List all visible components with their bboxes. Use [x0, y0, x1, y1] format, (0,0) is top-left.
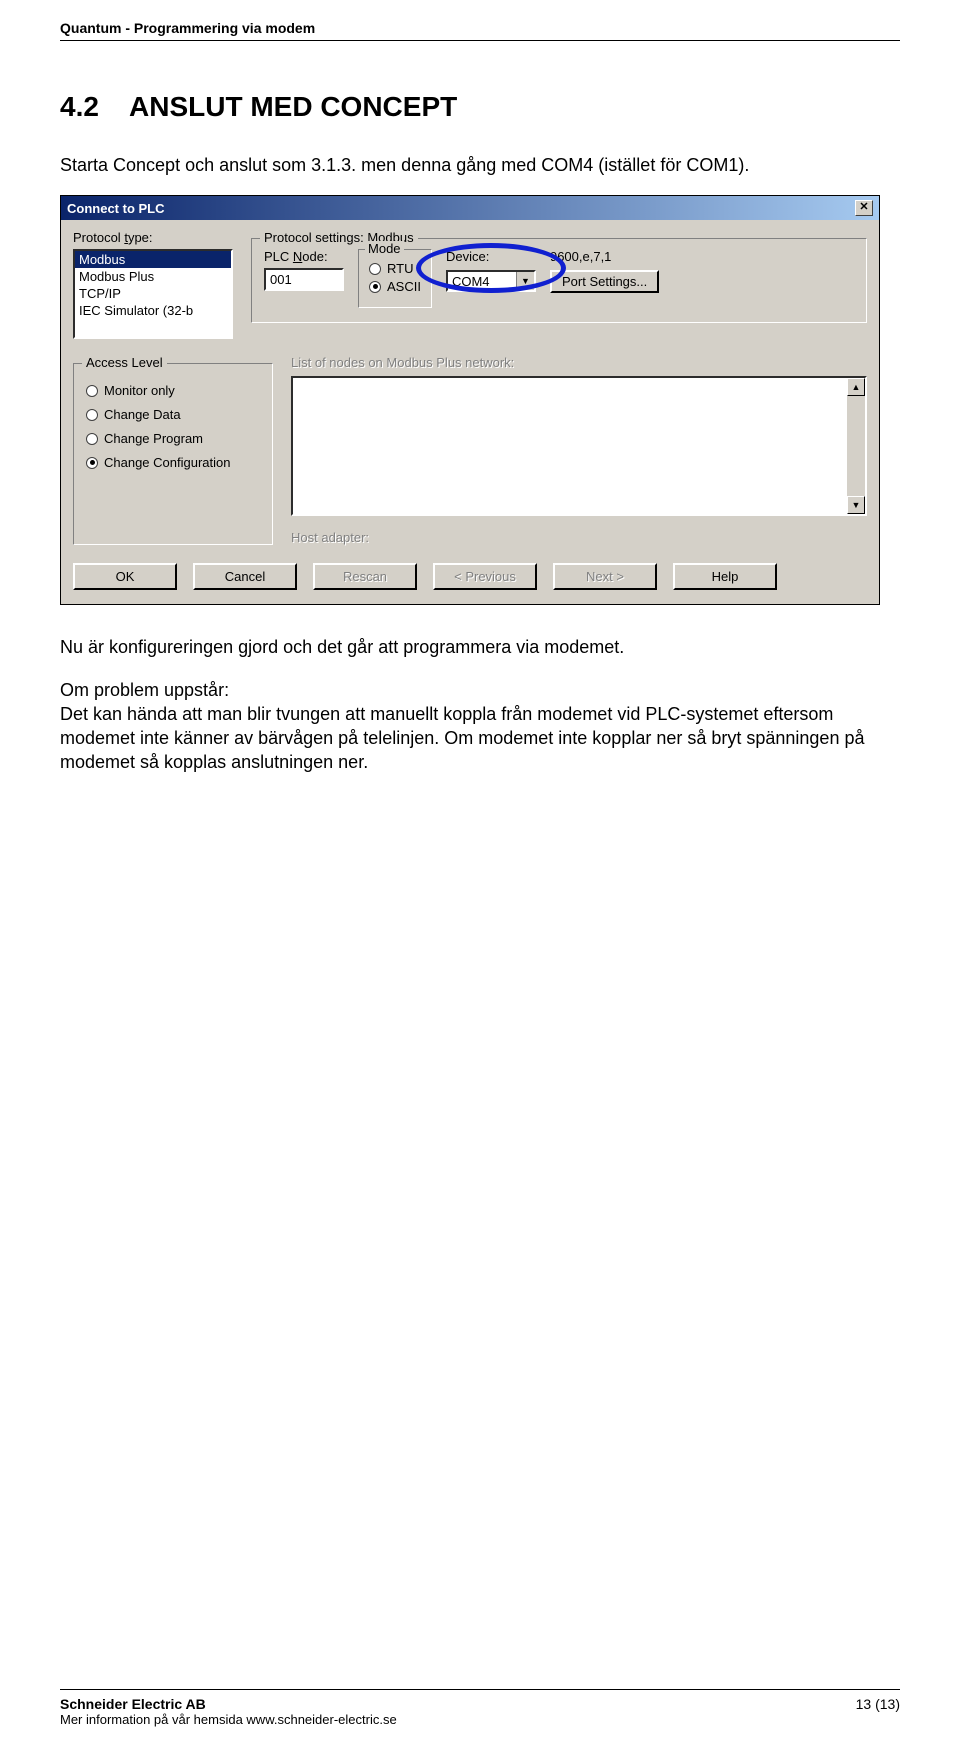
radio-icon — [86, 409, 98, 421]
list-item[interactable]: IEC Simulator (32-b — [75, 302, 231, 319]
protocol-type-listbox[interactable]: Modbus Modbus Plus TCP/IP IEC Simulator … — [73, 249, 233, 339]
plc-node-label: PLC Node: — [264, 249, 344, 264]
device-value: COM4 — [448, 272, 516, 290]
section-number: 4.2 — [60, 91, 99, 122]
chevron-down-icon[interactable]: ▼ — [847, 496, 865, 514]
page-footer: Schneider Electric AB Mer information på… — [60, 1689, 900, 1727]
nodes-block: List of nodes on Modbus Plus network: ▲ … — [291, 355, 867, 545]
radio-icon — [369, 281, 381, 293]
device-label: Device: — [446, 249, 536, 264]
access-monitor-radio[interactable]: Monitor only — [86, 383, 260, 398]
mode-legend: Mode — [365, 241, 404, 256]
close-icon[interactable]: ✕ — [855, 200, 873, 216]
dialog-button-row: OK Cancel Rescan < Previous Next > Help — [73, 563, 867, 590]
device-block: Device: COM4 ▼ — [446, 249, 536, 292]
port-rate-text: 9600,e,7,1 — [550, 249, 659, 264]
list-item[interactable]: Modbus — [75, 251, 231, 268]
section-title-text: ANSLUT MED CONCEPT — [129, 91, 457, 122]
ok-button[interactable]: OK — [73, 563, 177, 590]
problem-title: Om problem uppstår: — [60, 680, 229, 700]
protocol-type-block: Protocol type: Modbus Modbus Plus TCP/IP… — [73, 230, 233, 339]
after-text-1: Nu är konfigureringen gjord och det går … — [60, 635, 900, 659]
footer-company: Schneider Electric AB — [60, 1696, 397, 1712]
host-adapter-label: Host adapter: — [291, 530, 867, 545]
radio-icon — [86, 385, 98, 397]
intro-text: Starta Concept och anslut som 3.1.3. men… — [60, 153, 900, 177]
document-header: Quantum - Programmering via modem — [60, 20, 900, 41]
access-change-program-radio[interactable]: Change Program — [86, 431, 260, 446]
section-heading: 4.2 ANSLUT MED CONCEPT — [60, 91, 900, 123]
footer-page-number: 13 (13) — [856, 1696, 900, 1727]
port-settings-block: 9600,e,7,1 Port Settings... — [550, 249, 659, 293]
dialog-title: Connect to PLC — [67, 201, 165, 216]
list-item[interactable]: Modbus Plus — [75, 268, 231, 285]
access-change-config-radio[interactable]: Change Configuration — [86, 455, 260, 470]
list-item[interactable]: TCP/IP — [75, 285, 231, 302]
radio-icon — [369, 263, 381, 275]
access-change-data-radio[interactable]: Change Data — [86, 407, 260, 422]
mode-rtu-radio[interactable]: RTU — [369, 261, 421, 276]
rescan-button[interactable]: Rescan — [313, 563, 417, 590]
nodes-listbox[interactable]: ▲ ▼ — [291, 376, 867, 516]
radio-icon — [86, 433, 98, 445]
chevron-down-icon[interactable]: ▼ — [516, 272, 534, 290]
problem-body: Det kan hända att man blir tvungen att m… — [60, 704, 864, 773]
previous-button[interactable]: < Previous — [433, 563, 537, 590]
next-button[interactable]: Next > — [553, 563, 657, 590]
plc-node-input[interactable]: 001 — [264, 268, 344, 291]
access-level-group: Access Level Monitor only Change Data Ch… — [73, 363, 273, 545]
problem-block: Om problem uppstår: Det kan hända att ma… — [60, 678, 900, 775]
plc-node-block: PLC Node: 001 — [264, 249, 344, 291]
radio-label: ASCII — [387, 279, 421, 294]
radio-label: Change Configuration — [104, 455, 230, 470]
scrollbar[interactable]: ▲ ▼ — [847, 378, 865, 514]
chevron-up-icon[interactable]: ▲ — [847, 378, 865, 396]
protocol-settings-group: Protocol settings: Modbus PLC Node: 001 … — [251, 238, 867, 323]
nodes-list-label: List of nodes on Modbus Plus network: — [291, 355, 867, 370]
radio-icon — [86, 457, 98, 469]
help-button[interactable]: Help — [673, 563, 777, 590]
access-level-legend: Access Level — [82, 355, 167, 370]
connect-to-plc-dialog: Connect to PLC ✕ Protocol type: Modbus M… — [60, 195, 880, 605]
radio-label: Change Data — [104, 407, 181, 422]
radio-label: Change Program — [104, 431, 203, 446]
cancel-button[interactable]: Cancel — [193, 563, 297, 590]
radio-label: Monitor only — [104, 383, 175, 398]
port-settings-button[interactable]: Port Settings... — [550, 270, 659, 293]
dialog-titlebar: Connect to PLC ✕ — [61, 196, 879, 220]
footer-info: Mer information på vår hemsida www.schne… — [60, 1712, 397, 1727]
device-combobox[interactable]: COM4 ▼ — [446, 270, 536, 292]
protocol-type-label: Protocol type: — [73, 230, 233, 245]
mode-ascii-radio[interactable]: ASCII — [369, 279, 421, 294]
radio-label: RTU — [387, 261, 413, 276]
mode-group: Mode RTU ASCII — [358, 249, 432, 308]
